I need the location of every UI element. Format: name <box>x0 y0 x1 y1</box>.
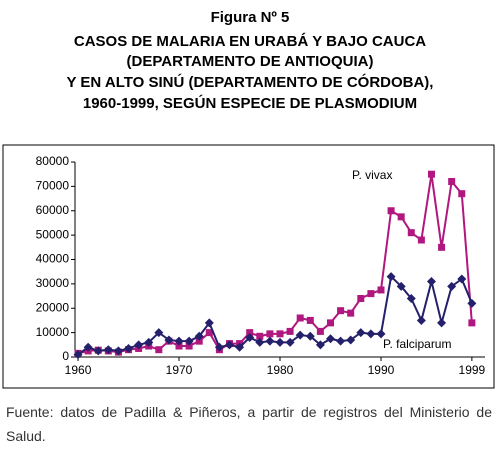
y-tick-label: 50000 <box>36 227 70 241</box>
data-point <box>246 329 254 337</box>
y-tick-label: 0 <box>62 349 69 363</box>
data-point <box>194 331 204 341</box>
data-point <box>438 243 446 251</box>
y-tick-label: 30000 <box>36 276 70 290</box>
series-line <box>77 274 473 356</box>
data-point <box>467 298 477 308</box>
data-point <box>457 274 467 284</box>
data-point <box>275 337 285 347</box>
data-point <box>437 318 447 328</box>
y-tick-label: 80000 <box>36 154 70 168</box>
data-point <box>377 286 385 294</box>
y-tick-label: 20000 <box>36 300 70 314</box>
data-point <box>416 315 426 325</box>
data-point <box>103 345 113 355</box>
series-line <box>77 174 473 355</box>
data-point <box>447 281 457 291</box>
data-point <box>326 319 334 327</box>
source-note: Fuente: datos de Padilla & Piñeros, a pa… <box>6 404 492 444</box>
data-point <box>266 330 274 338</box>
x-tick-label: 1970 <box>166 363 193 377</box>
data-point <box>93 346 103 356</box>
data-point <box>154 328 164 338</box>
data-point <box>346 335 356 345</box>
series-label: P. falciparum <box>383 337 451 351</box>
data-point <box>406 294 416 303</box>
data-point <box>174 336 184 346</box>
data-point <box>245 333 255 342</box>
data-point <box>285 337 295 347</box>
data-point <box>336 336 346 346</box>
y-tick-label: 40000 <box>36 252 70 266</box>
data-point <box>205 329 213 337</box>
data-point <box>376 329 386 339</box>
x-tick-label: 1980 <box>267 363 294 377</box>
chart-title: Figura Nº 5 <box>211 9 290 26</box>
series-label: P. vivax <box>352 168 392 182</box>
x-tick-label: 1990 <box>368 363 395 377</box>
data-point <box>357 295 365 302</box>
data-point <box>124 343 134 353</box>
chart: Figura Nº 5 CASOS DE MALARIA EN URABÁ Y … <box>2 9 495 389</box>
chart-subtitle: (DEPARTAMENTO DE ANTIOQUIA) <box>127 53 374 70</box>
chart-frame <box>2 144 495 389</box>
data-point <box>306 316 314 324</box>
data-point <box>337 307 345 315</box>
data-point <box>113 346 123 356</box>
data-point <box>367 290 375 298</box>
data-point <box>386 272 396 282</box>
data-point <box>184 336 194 346</box>
data-point <box>73 350 83 360</box>
data-point <box>407 229 415 237</box>
data-point <box>256 332 264 340</box>
data-point <box>448 178 456 185</box>
data-point <box>276 330 284 338</box>
data-point <box>195 337 203 345</box>
data-point <box>315 340 325 350</box>
data-point <box>417 236 425 244</box>
data-point <box>387 207 395 215</box>
y-tick-label: 60000 <box>36 203 70 217</box>
data-point <box>164 335 174 345</box>
data-point <box>265 336 275 346</box>
data-point <box>296 314 304 322</box>
data-point <box>347 309 355 317</box>
data-point <box>214 342 224 352</box>
data-point <box>235 342 245 352</box>
y-tick-label: 70000 <box>36 179 70 193</box>
x-tick-label: 1960 <box>65 363 92 377</box>
data-point <box>458 190 466 198</box>
data-point <box>316 327 324 335</box>
data-point <box>175 342 183 350</box>
data-point <box>204 318 214 328</box>
data-point <box>295 330 305 340</box>
data-point <box>305 331 315 341</box>
chart-subtitle: Y EN ALTO SINÚ (DEPARTAMENTO DE CÓRDOBA)… <box>67 73 434 91</box>
data-point <box>134 340 144 350</box>
data-point <box>427 170 435 178</box>
data-point <box>225 340 235 350</box>
data-point <box>468 319 476 327</box>
data-point <box>155 346 163 354</box>
data-point <box>286 327 294 335</box>
chart-subtitle: 1960-1999, SEGÚN ESPECIE DE PLASMODIUM <box>83 94 417 112</box>
y-tick-label: 10000 <box>36 325 70 339</box>
chart-subtitle: CASOS DE MALARIA EN URABÁ Y BAJO CAUCA <box>74 33 426 50</box>
data-point <box>397 213 405 221</box>
data-point <box>144 337 154 347</box>
data-point <box>83 342 93 352</box>
data-point <box>356 328 366 338</box>
data-point <box>396 281 406 291</box>
data-point <box>366 329 376 339</box>
data-point <box>255 337 265 347</box>
data-point <box>185 342 193 350</box>
data-point <box>325 334 335 344</box>
x-tick-label: 1999 <box>459 363 486 377</box>
data-point <box>426 276 436 286</box>
